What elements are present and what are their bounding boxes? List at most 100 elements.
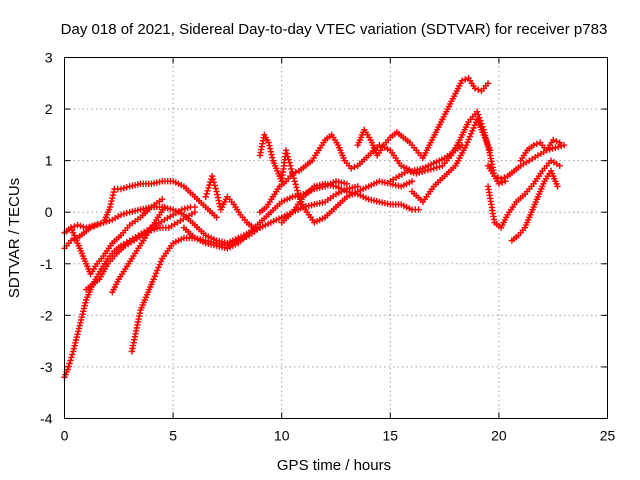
x-tick-label: 0	[61, 428, 69, 444]
series-track-7	[128, 183, 361, 355]
data-point	[71, 342, 78, 349]
data-point	[74, 221, 81, 229]
data-point	[269, 154, 276, 161]
data-point	[292, 169, 300, 176]
data-point	[103, 218, 110, 225]
data-point	[210, 179, 218, 186]
data-point	[73, 333, 81, 341]
data-point	[77, 222, 84, 230]
data-point	[502, 178, 509, 185]
data-point	[408, 178, 416, 185]
series-track-14	[387, 108, 509, 188]
data-point	[552, 144, 559, 151]
data-point	[466, 133, 474, 140]
data-point	[153, 225, 161, 232]
data-point	[109, 194, 116, 202]
data-point	[550, 136, 557, 144]
x-tick-label: 10	[274, 428, 290, 444]
data-point	[155, 264, 162, 271]
data-point	[464, 139, 471, 146]
data-point	[151, 273, 158, 280]
data-point	[81, 302, 88, 309]
data-point	[108, 197, 115, 205]
data-point	[287, 162, 294, 169]
data-point	[209, 176, 217, 183]
plot-frame	[64, 57, 608, 419]
series-track-4	[67, 196, 166, 278]
data-point	[214, 194, 222, 201]
y-tick-label: 2	[45, 101, 53, 117]
y-tick-label: -2	[40, 307, 53, 323]
data-point	[64, 366, 71, 373]
data-point	[290, 174, 298, 182]
data-point	[288, 165, 295, 173]
data-point	[553, 138, 560, 145]
y-tick-label: 0	[45, 204, 53, 220]
data-point	[100, 219, 107, 226]
series-track-5	[83, 209, 199, 293]
data-marks	[61, 74, 568, 381]
data-point	[150, 276, 157, 283]
data-point	[71, 223, 78, 230]
data-point	[265, 139, 272, 146]
x-tick-label: 25	[600, 428, 616, 444]
data-point	[208, 172, 216, 180]
y-tick-label: -1	[40, 256, 53, 272]
data-point	[424, 166, 432, 174]
data-point	[157, 258, 165, 265]
data-point	[75, 328, 82, 335]
data-point	[491, 172, 498, 180]
series-track-13	[354, 74, 492, 162]
data-point	[470, 124, 477, 132]
data-point	[556, 139, 563, 146]
data-point	[78, 313, 86, 321]
data-point	[120, 184, 128, 192]
data-point	[494, 174, 502, 181]
data-point	[351, 163, 358, 171]
data-point	[106, 217, 113, 225]
data-point	[215, 197, 222, 204]
series-track-1	[61, 203, 199, 381]
data-point	[557, 142, 565, 150]
data-point	[77, 316, 85, 324]
data-point	[213, 214, 220, 221]
data-point	[549, 145, 556, 152]
data-point	[106, 203, 114, 211]
data-point	[77, 319, 84, 327]
data-point	[161, 203, 168, 211]
data-point	[120, 210, 128, 218]
data-point	[72, 336, 80, 344]
data-point	[204, 187, 211, 195]
data-point	[66, 360, 73, 367]
data-point	[184, 204, 191, 212]
data-point	[462, 76, 469, 83]
data-point	[418, 168, 426, 176]
data-point	[75, 325, 83, 332]
data-point	[72, 339, 79, 347]
data-point	[467, 130, 475, 137]
data-point	[205, 184, 212, 192]
data-point	[203, 190, 210, 197]
series-track-8	[180, 178, 351, 252]
data-point	[266, 145, 274, 152]
data-point	[475, 86, 482, 93]
data-point	[416, 169, 423, 176]
data-point	[555, 143, 562, 151]
x-tick-label: 15	[383, 428, 399, 444]
y-axis-label: SDTVAR / TECUs	[6, 178, 23, 298]
data-point	[473, 108, 481, 115]
data-point	[404, 167, 411, 175]
data-point	[206, 181, 213, 189]
data-point	[268, 151, 275, 158]
y-tick-label: -4	[40, 411, 53, 427]
data-point	[433, 164, 440, 171]
data-point	[430, 165, 437, 172]
data-point	[291, 178, 298, 185]
data-point	[80, 305, 88, 312]
series-track-17	[484, 157, 563, 231]
chart-title: Day 018 of 2021, Sidereal Day-to-day VTE…	[61, 21, 608, 38]
data-point	[495, 180, 503, 188]
data-point	[415, 206, 422, 213]
data-point	[212, 185, 219, 192]
data-point	[283, 150, 291, 157]
